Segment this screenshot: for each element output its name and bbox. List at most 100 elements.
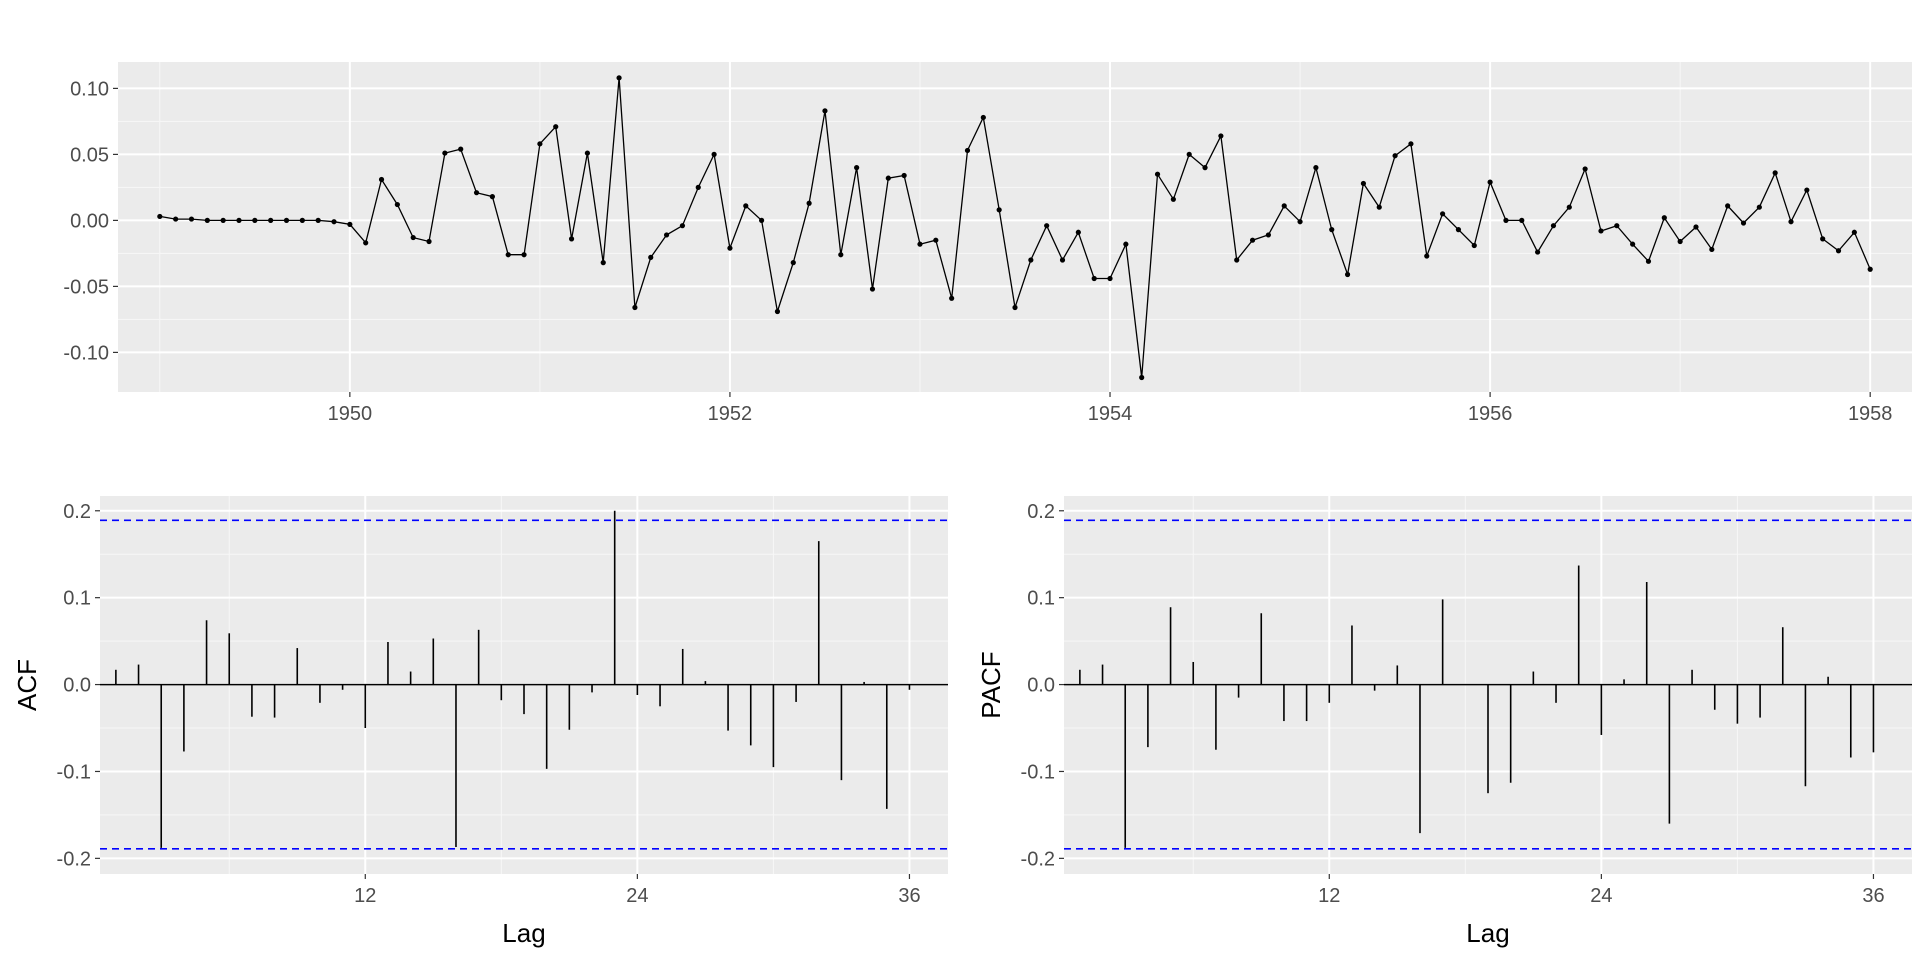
data-point [1598,228,1604,234]
data-point [1740,220,1747,226]
data-point [188,216,195,222]
x-tick-label: 12 [1318,885,1340,907]
data-point [378,176,385,183]
data-point [1772,170,1778,176]
data-point [1851,229,1857,235]
y-tick-label: 0.00 [70,210,109,232]
panel-background [118,62,1912,392]
data-point [442,150,448,156]
data-point [1519,217,1525,223]
data-point [949,295,955,301]
data-point [553,124,559,130]
data-point [806,200,812,206]
x-tick-label: 36 [1862,885,1884,907]
x-tick-label: 24 [626,885,648,907]
data-point [1867,266,1873,272]
data-point [1202,165,1208,171]
data-point [1471,242,1477,249]
x-tick-label: 1954 [1088,403,1133,425]
data-point [964,147,971,154]
data-point [648,254,654,260]
data-point [1439,211,1446,217]
data-point [1170,196,1176,202]
data-point [869,286,876,292]
data-point [1107,275,1113,282]
data-point [933,237,939,243]
x-tick-label: 36 [898,885,920,907]
data-point [1313,165,1319,171]
data-point [331,219,337,225]
data-point [743,203,749,209]
data-point [1503,217,1509,223]
data-point [1804,187,1810,193]
x-tick-label: 24 [1590,885,1612,907]
data-point [1012,304,1018,311]
data-point [1376,204,1382,210]
y-tick-label: -0.1 [1021,761,1055,783]
y-tick-label: 0.0 [1027,675,1055,697]
data-point [1455,227,1462,233]
data-point [1059,257,1066,263]
data-point [537,141,543,147]
data-point [790,260,796,266]
data-point [1582,166,1588,172]
data-point [1709,246,1715,253]
y-tick-label: 0.2 [63,501,91,523]
data-point [1535,249,1541,255]
data-point [838,252,844,258]
data-point [727,245,733,251]
data-point [1075,229,1081,235]
y-tick-label: 0.10 [70,78,109,100]
x-axis-title: Lag [502,918,545,948]
y-tick-label: -0.10 [63,342,109,364]
y-axis-title: ACF [12,659,42,711]
y-tick-label: 0.05 [70,144,109,166]
time-series-panel: 0.10 0.05 0.00 -0.05 -0.10 1950 1952 1954 1956 19… [63,62,1912,425]
data-point [1693,224,1699,230]
data-point [204,217,210,223]
data-point [1788,219,1794,225]
data-point [252,217,258,223]
data-point [315,217,321,223]
data-point [1566,204,1572,210]
data-point [220,217,226,223]
y-axis-title: PACF [976,651,1006,718]
data-point [173,216,179,222]
data-point [473,190,480,196]
data-point [1123,241,1129,247]
acf-panel: 0.2 0.1 0.0 -0.1 -0.2 12 24 36 Lag ACF [12,496,948,948]
data-point [505,252,511,258]
data-point [759,217,765,223]
data-point [1249,237,1256,243]
data-point [568,236,575,242]
data-point [1234,257,1240,263]
data-point [1344,271,1351,278]
data-point [917,241,923,247]
data-point [489,194,495,200]
y-tick-label: -0.2 [57,848,91,870]
x-tick-label: 1950 [328,403,373,425]
data-point [854,165,860,171]
data-point [458,146,464,152]
data-point [1265,232,1271,238]
data-point [1044,223,1050,229]
data-point [885,175,891,181]
data-point [632,304,638,311]
data-point [1820,236,1826,242]
data-point [1360,180,1367,187]
data-point [1297,219,1303,225]
x-tick-label: 1958 [1848,403,1893,425]
data-point [236,217,242,223]
pacf-panel: 0.2 0.1 0.0 -0.1 -0.2 12 24 36 Lag PACF [976,496,1912,948]
data-point [283,217,290,223]
data-point [1756,204,1762,210]
data-point [711,151,717,157]
data-point [584,150,591,156]
data-point [822,108,828,114]
data-point [695,184,701,190]
data-point [363,240,369,246]
data-point [1154,171,1161,177]
data-point [1028,257,1034,263]
y-tick-label: -0.1 [57,761,91,783]
